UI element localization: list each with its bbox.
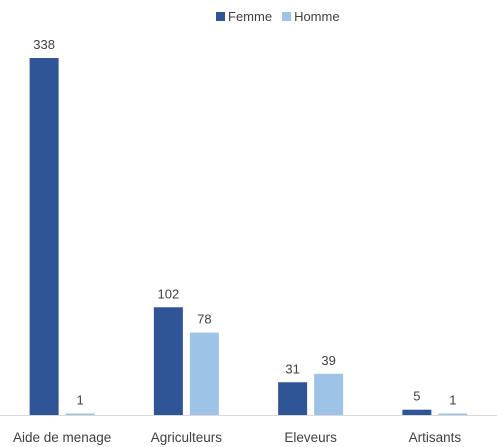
data-label-femme-eleveurs: 31 (285, 361, 299, 376)
data-label-femme-artisants: 5 (413, 389, 420, 404)
category-label-eleveurs: Eleveurs (284, 430, 337, 445)
legend: Femme Homme (216, 9, 340, 24)
legend-label-homme: Homme (294, 9, 340, 24)
bar-homme-artisants (438, 413, 468, 415)
data-label-homme-artisants: 1 (449, 393, 456, 408)
data-label-femme-agriculteurs: 102 (158, 286, 180, 301)
legend-swatch-femme (216, 12, 225, 21)
data-label-homme-aide-de-menage: 1 (77, 393, 84, 408)
category-label-agriculteurs: Agriculteurs (151, 430, 223, 445)
bar-femme-aide-de-menage (29, 58, 59, 415)
data-label-homme-agriculteurs: 78 (197, 312, 211, 327)
data-label-homme-eleveurs: 39 (321, 353, 335, 368)
legend-swatch-homme (282, 12, 292, 21)
bar-homme-eleveurs (314, 373, 344, 415)
data-label-femme-aide-de-menage: 338 (33, 37, 55, 52)
category-label-artisants: Artisants (409, 430, 462, 445)
bar-homme-aide-de-menage (65, 413, 95, 415)
legend-label-femme: Femme (228, 9, 272, 24)
bar-femme-eleveurs (278, 382, 308, 415)
bar-homme-agriculteurs (189, 332, 219, 415)
bar-femme-agriculteurs (153, 307, 183, 415)
bars-group: 338 1 102 78 31 39 5 1 (29, 37, 468, 415)
category-label-aide-de-menage: Aide de menage (13, 430, 111, 445)
bar-femme-artisants (402, 409, 432, 415)
category-labels: Aide de menage Agriculteurs Eleveurs Artisa… (13, 430, 461, 445)
